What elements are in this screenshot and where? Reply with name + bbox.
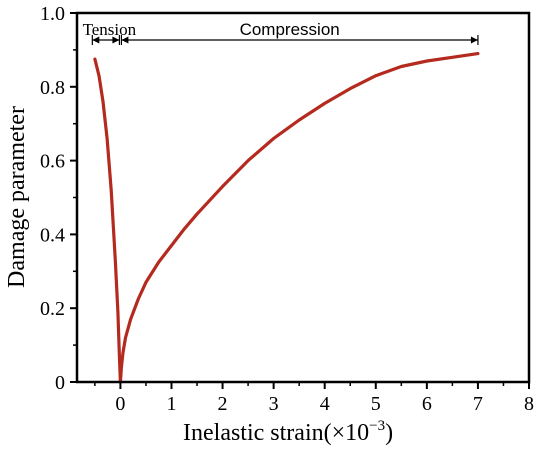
y-tick-label: 0.2 [40, 298, 65, 320]
y-tick-label: 0.6 [40, 151, 65, 173]
tension-arrow-head-right [112, 36, 120, 44]
y-axis: 0 0.2 0.4 0.6 0.8 1.0 [40, 3, 77, 394]
x-axis: 0 1 2 3 4 5 6 7 8 [94, 382, 534, 415]
tension-arrow-head-left [92, 36, 100, 44]
x-tick-label: 8 [524, 393, 534, 415]
y-axis-title: Damage parameter [4, 106, 30, 288]
x-tick-label: 7 [473, 393, 483, 415]
x-axis-title-exponent: −3 [369, 418, 385, 434]
x-tick-label: 0 [115, 393, 125, 415]
y-tick-label: 0 [55, 372, 65, 394]
tension-label: Tension [83, 20, 137, 39]
plot-frame [75, 11, 531, 384]
x-tick-label: 4 [320, 393, 330, 415]
compression-arrow-head-left [121, 36, 129, 44]
compression-label: Compression [240, 20, 340, 39]
x-axis-title-close: ) [385, 420, 393, 446]
tension-damage-line [93, 57, 122, 384]
x-axis-title-main: Inelastic strain(×10 [183, 420, 369, 446]
compression-arrow [120, 35, 479, 45]
x-tick-label: 6 [422, 393, 432, 415]
x-tick-label: 2 [218, 393, 228, 415]
x-tick-label: 1 [166, 393, 176, 415]
x-tick-label: 5 [371, 393, 381, 415]
y-tick-label: 0.8 [40, 77, 65, 99]
annotations: Tension Compression [83, 20, 479, 45]
compression-damage-line [118, 52, 480, 384]
compression-arrow-head-right [470, 36, 478, 44]
x-axis-title: Inelastic strain(×10−3) [183, 418, 393, 446]
x-tick-label: 3 [269, 393, 279, 415]
y-tick-label: 0.4 [40, 224, 65, 246]
y-tick-label: 1.0 [40, 3, 65, 25]
data-layer [93, 52, 480, 384]
tension-arrow [91, 35, 121, 45]
